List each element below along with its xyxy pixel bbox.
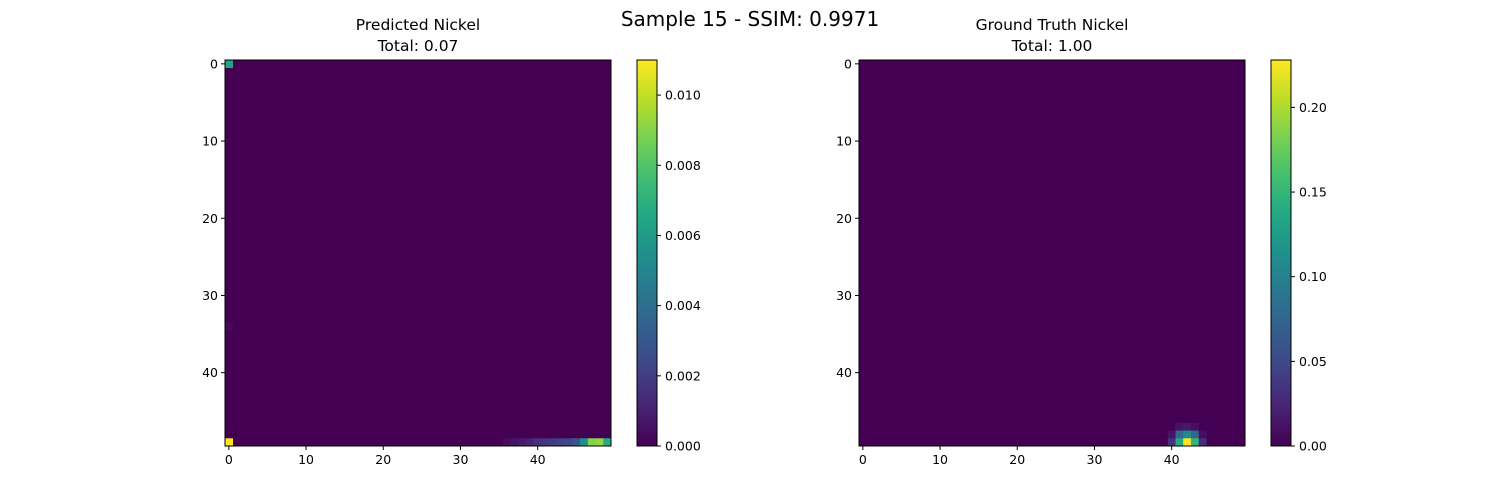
colorbar [1271, 60, 1291, 446]
heatmap-cell [556, 438, 565, 447]
heatmap-cell [1183, 430, 1192, 439]
heatmap-cell [518, 438, 527, 447]
panels-group: Predicted Nickel Total: 0.07 0 10 20 30 40 0 10 2… [202, 16, 1327, 467]
colorbar-tick-label: 0.15 [1299, 185, 1327, 200]
y-tick-label: 30 [836, 288, 852, 303]
x-tick-label: 10 [298, 452, 314, 467]
colorbar-frame [636, 59, 658, 447]
heatmap-cell [1175, 422, 1184, 431]
panel-subtitle: Total: 1.00 [1011, 37, 1093, 55]
y-tick-label: 10 [202, 134, 218, 149]
panel-title: Ground Truth Nickel [976, 16, 1129, 34]
x-tick-label: 20 [1009, 452, 1025, 467]
y-tick-label: 40 [836, 365, 852, 380]
colorbar-tick-label: 0.00 [1299, 439, 1327, 454]
y-tick-label: 0 [844, 56, 852, 71]
x-tick-label: 40 [530, 452, 546, 467]
heatmap-cell [549, 438, 558, 447]
y-tick-label: 30 [202, 288, 218, 303]
x-tick-label: 0 [859, 452, 867, 467]
heatmap-cell [1183, 422, 1192, 431]
heatmap-cell [502, 438, 511, 447]
heatmap-cell [1190, 422, 1199, 431]
colorbar-tick-label: 0.20 [1299, 100, 1327, 115]
colorbar [637, 60, 657, 446]
x-tick-label: 30 [1087, 452, 1103, 467]
colorbar-tick-label: 0.006 [665, 228, 701, 243]
colorbar-tick-label: 0.10 [1299, 269, 1327, 284]
heatmap-cell [580, 438, 589, 447]
colorbar-tick-label: 0.05 [1299, 354, 1327, 369]
heatmap-cell [225, 322, 234, 331]
y-tick-label: 10 [836, 134, 852, 149]
colorbar-tick-label: 0.002 [665, 368, 701, 383]
y-tick-label: 0 [210, 56, 218, 71]
heatmap-cell [587, 438, 596, 447]
heatmap-cell [225, 438, 234, 447]
heatmap-frame [858, 59, 1246, 447]
heatmap-cell [1198, 438, 1207, 447]
heatmap-cell [1198, 430, 1207, 439]
panel-title: Predicted Nickel [356, 16, 480, 34]
heatmap-cell [595, 438, 604, 447]
x-tick-label: 40 [1164, 452, 1180, 467]
x-tick-label: 0 [225, 452, 233, 467]
figure-suptitle: Sample 15 - SSIM: 0.9971 [621, 7, 879, 31]
heatmap-cell [510, 438, 519, 447]
colorbar-tick-label: 0.008 [665, 158, 701, 173]
heatmap-cell [572, 438, 581, 447]
heatmap-cell [533, 438, 542, 447]
x-tick-label: 30 [453, 452, 469, 467]
heatmap-cell [603, 438, 612, 447]
heatmap-cell [1183, 438, 1192, 447]
x-tick-label: 10 [932, 452, 948, 467]
panel-subtitle: Total: 0.07 [377, 37, 459, 55]
colorbar-tick-label: 0.010 [665, 88, 701, 103]
colorbar-tick-label: 0.000 [665, 439, 701, 454]
heatmap-cell [225, 60, 234, 69]
heatmap-frame [224, 59, 612, 447]
heatmap-panel-2: Ground Truth Nickel Total: 1.00 0 10 20 30 40 0… [836, 16, 1327, 467]
heatmap-cell [1167, 438, 1176, 447]
heatmap-cell [1167, 430, 1176, 439]
heatmap-cell [1175, 430, 1184, 439]
heatmap-cell [1190, 438, 1199, 447]
heatmap-panel-1: Predicted Nickel Total: 0.07 0 10 20 30 40 0 10 2… [202, 16, 701, 467]
colorbar-frame [1270, 59, 1292, 447]
heatmap-background [859, 60, 1245, 446]
y-tick-label: 20 [836, 211, 852, 226]
y-tick-label: 40 [202, 365, 218, 380]
colorbar-tick-label: 0.004 [665, 298, 701, 313]
heatmap-background [225, 60, 611, 446]
heatmap-cell [1190, 430, 1199, 439]
heatmap-cell [1175, 438, 1184, 447]
y-tick-label: 20 [202, 211, 218, 226]
heatmap-cell [526, 438, 535, 447]
x-tick-label: 20 [375, 452, 391, 467]
heatmap-cell [564, 438, 573, 447]
heatmap-cell [541, 438, 550, 447]
